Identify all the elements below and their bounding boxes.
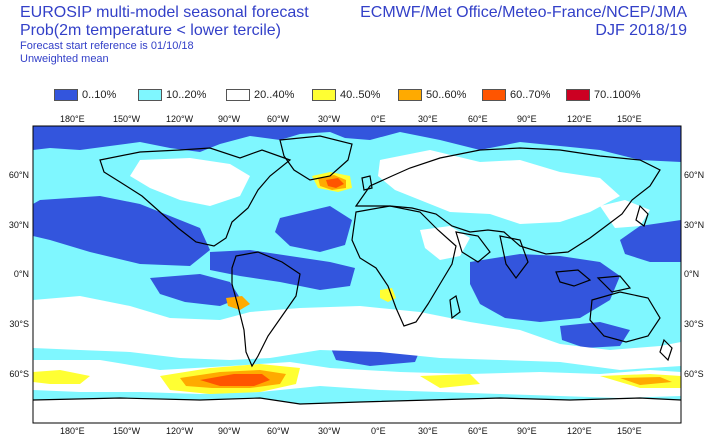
- lon-label: 150°W: [113, 114, 141, 124]
- lon-label: 120°E: [567, 114, 592, 124]
- lat-label: 60°N: [9, 170, 29, 180]
- field-0-10-arctic: [33, 126, 681, 162]
- centres-label: ECMWF/Met Office/Meteo-France/NCEP/JMA: [360, 4, 687, 21]
- lon-label: 30°E: [418, 114, 438, 124]
- map-title: EUROSIP multi-model seasonal forecast: [20, 4, 309, 21]
- lat-label: 60°S: [9, 369, 29, 379]
- lat-label: 0°N: [684, 269, 699, 279]
- field-40-50-sindian: [420, 374, 480, 388]
- legend-swatch: [566, 89, 590, 101]
- lon-label: 180°E: [60, 426, 85, 436]
- header-left: EUROSIP multi-model seasonal forecast Pr…: [20, 4, 309, 66]
- forecast-start-note: Forecast start reference is 01/10/18: [20, 40, 194, 52]
- legend-item-0: 0..10%: [54, 88, 116, 102]
- lat-label: 30°N: [684, 220, 704, 230]
- lon-labels-top: 180°E 150°W 120°W 90°W 60°W 30°W 0°E 30°…: [60, 114, 642, 124]
- lon-label: 90°E: [517, 114, 537, 124]
- lon-label: 90°W: [218, 426, 241, 436]
- field-50-60-se: [620, 377, 672, 385]
- lon-label: 120°W: [166, 426, 194, 436]
- legend-item-3: 40..50%: [312, 88, 380, 102]
- lon-label: 60°W: [267, 114, 290, 124]
- lon-label: 30°W: [318, 426, 341, 436]
- field-0-10-epacific: [150, 274, 240, 306]
- lon-label: 0°E: [371, 426, 386, 436]
- field-0-10-natlantic: [275, 206, 352, 252]
- map-field: [33, 126, 681, 423]
- header-right: ECMWF/Met Office/Meteo-France/NCEP/JMA D…: [360, 4, 687, 40]
- coastlines: [33, 135, 681, 405]
- legend-swatch: [226, 89, 250, 101]
- legend-swatch: [312, 89, 336, 101]
- field-60-70-bellingshausen: [200, 374, 270, 386]
- lon-label: 90°W: [218, 114, 241, 124]
- lon-label: 120°E: [567, 426, 592, 436]
- field-antarctica: [33, 398, 681, 423]
- field-0-10-npacific: [33, 196, 210, 266]
- lon-label: 150°W: [113, 426, 141, 436]
- legend-label: 0..10%: [82, 89, 117, 101]
- lat-labels-left: 60°N 30°N 0°N 30°S 60°S: [9, 170, 29, 379]
- legend-label: 50..60%: [426, 89, 467, 101]
- lon-label: 180°E: [60, 114, 85, 124]
- legend-label: 70..100%: [594, 89, 641, 101]
- legend-item-5: 60..70%: [482, 88, 550, 102]
- lon-label: 30°E: [418, 426, 438, 436]
- legend-swatch: [482, 89, 506, 101]
- lon-label: 30°W: [318, 114, 341, 124]
- field-0-10-wpacific: [620, 220, 681, 262]
- legend-label: 40..50%: [340, 89, 381, 101]
- field-20-40-namerica: [130, 158, 250, 206]
- lat-labels-right: 60°N 30°N 0°N 30°S 60°S: [684, 170, 704, 379]
- legend-item-1: 10..20%: [138, 88, 206, 102]
- field-20-40-eurasia: [378, 150, 620, 224]
- map-subtitle: Prob(2m temperature < lower tercile): [20, 22, 281, 39]
- field-40-50-sw: [33, 370, 90, 384]
- lon-label: 90°E: [517, 426, 537, 436]
- legend-label: 10..20%: [166, 89, 207, 101]
- lon-label: 150°E: [617, 426, 642, 436]
- lon-label: 0°E: [371, 114, 386, 124]
- field-50-60-sepac: [226, 296, 250, 310]
- legend-swatch: [54, 89, 78, 101]
- lat-label: 60°N: [684, 170, 704, 180]
- field-60-70-nat: [326, 178, 344, 188]
- lat-label: 0°N: [14, 269, 29, 279]
- legend-swatch: [138, 89, 162, 101]
- lon-label: 120°W: [166, 114, 194, 124]
- lat-label: 30°S: [9, 319, 29, 329]
- legend-item-6: 70..100%: [566, 88, 640, 102]
- field-20-40-southern: [33, 296, 681, 370]
- lat-label: 30°S: [684, 319, 704, 329]
- lon-label: 60°W: [267, 426, 290, 436]
- map-frame: [32, 125, 682, 424]
- field-0-10-indian: [470, 254, 620, 322]
- legend-item-4: 50..60%: [398, 88, 466, 102]
- lon-label: 60°E: [468, 426, 488, 436]
- legend-label: 20..40%: [254, 89, 295, 101]
- legend-item-2: 20..40%: [226, 88, 294, 102]
- weighting-note: Unweighted mean: [20, 53, 109, 65]
- lat-label: 30°N: [9, 220, 29, 230]
- field-20-40-africa-n: [420, 226, 470, 260]
- lon-labels-bottom: 180°E 150°W 120°W 90°W 60°W 30°W 0°E 30°…: [60, 426, 642, 436]
- lon-label: 60°E: [468, 114, 488, 124]
- field-0-10-tasman: [560, 322, 630, 348]
- legend-label: 60..70%: [510, 89, 551, 101]
- lat-label: 60°S: [684, 369, 704, 379]
- field-0-10-tropatl: [210, 250, 355, 290]
- lon-label: 150°E: [617, 114, 642, 124]
- legend-swatch: [398, 89, 422, 101]
- season-label: DJF 2018/19: [595, 22, 687, 39]
